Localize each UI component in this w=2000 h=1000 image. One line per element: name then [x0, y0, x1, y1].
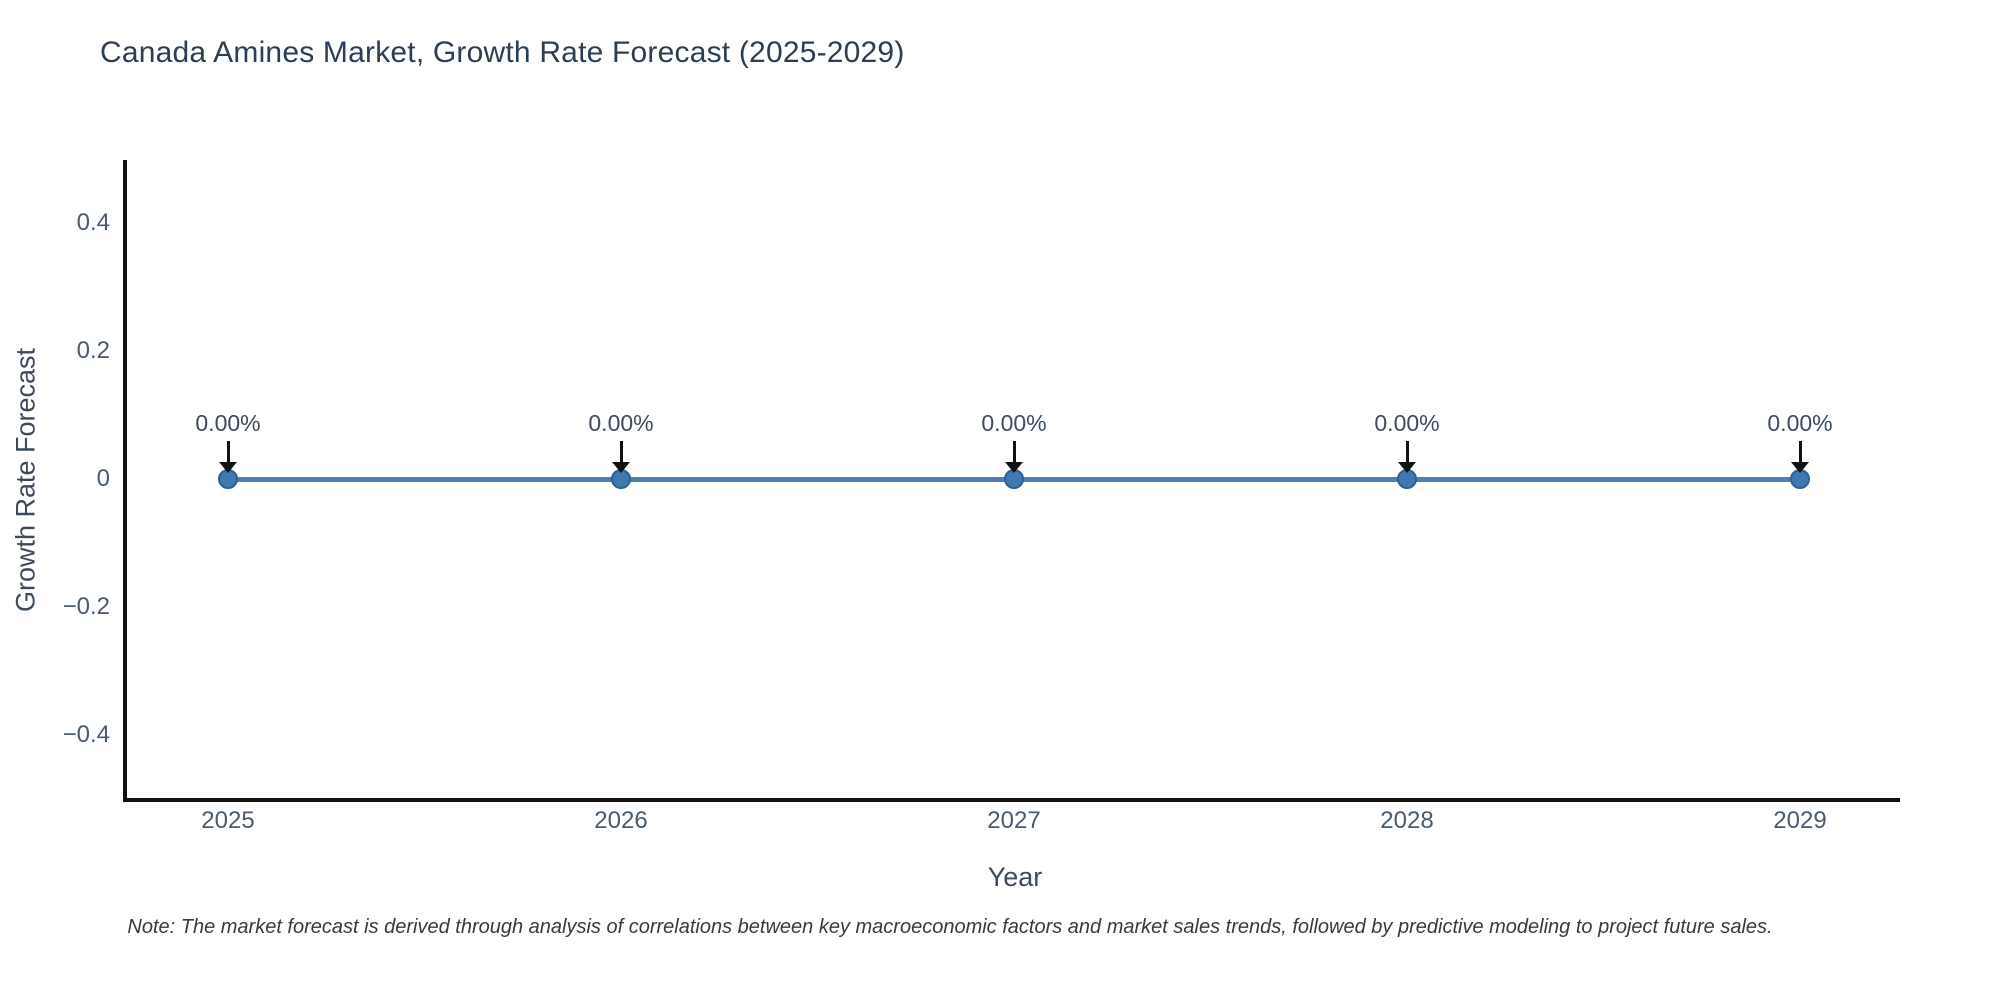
annotation-label: 0.00% [588, 410, 654, 436]
chart-title: Canada Amines Market, Growth Rate Foreca… [100, 36, 905, 69]
annotation-arrow-head-icon [1005, 462, 1023, 473]
annotation-arrow-line [619, 441, 623, 464]
y-tick-label: 0.4 [76, 209, 110, 236]
annotation-arrow-line [226, 441, 230, 464]
x-tick-label: 2029 [1773, 807, 1827, 834]
annotation-arrow-line [1405, 441, 1409, 464]
y-tick-label: 0.2 [76, 337, 110, 364]
y-tick-label: 0 [96, 465, 110, 492]
footnote: Note: The market forecast is derived thr… [127, 916, 1773, 938]
annotation-arrow-head-icon [1398, 462, 1416, 473]
x-tick-label: 2027 [987, 807, 1041, 834]
annotation-arrow-head-icon [1791, 462, 1809, 473]
x-axis-title: Year [987, 862, 1043, 892]
annotation-arrow-line [1012, 441, 1016, 464]
annotation-arrow-head-icon [219, 462, 237, 473]
x-tick-label: 2025 [201, 807, 255, 834]
x-tick-label: 2026 [594, 807, 648, 834]
annotation-label: 0.00% [1767, 410, 1833, 436]
annotation-arrow-head-icon [612, 462, 630, 473]
annotation-label: 0.00% [195, 410, 261, 436]
annotation-label: 0.00% [1374, 410, 1440, 436]
annotation-arrow-line [1798, 441, 1802, 464]
y-tick-label: −0.2 [62, 593, 110, 620]
x-tick-label: 2028 [1380, 807, 1434, 834]
y-tick-label: −0.4 [62, 721, 110, 748]
x-axis-line [123, 798, 1900, 802]
y-axis-line [123, 160, 127, 802]
annotation-label: 0.00% [981, 410, 1047, 436]
